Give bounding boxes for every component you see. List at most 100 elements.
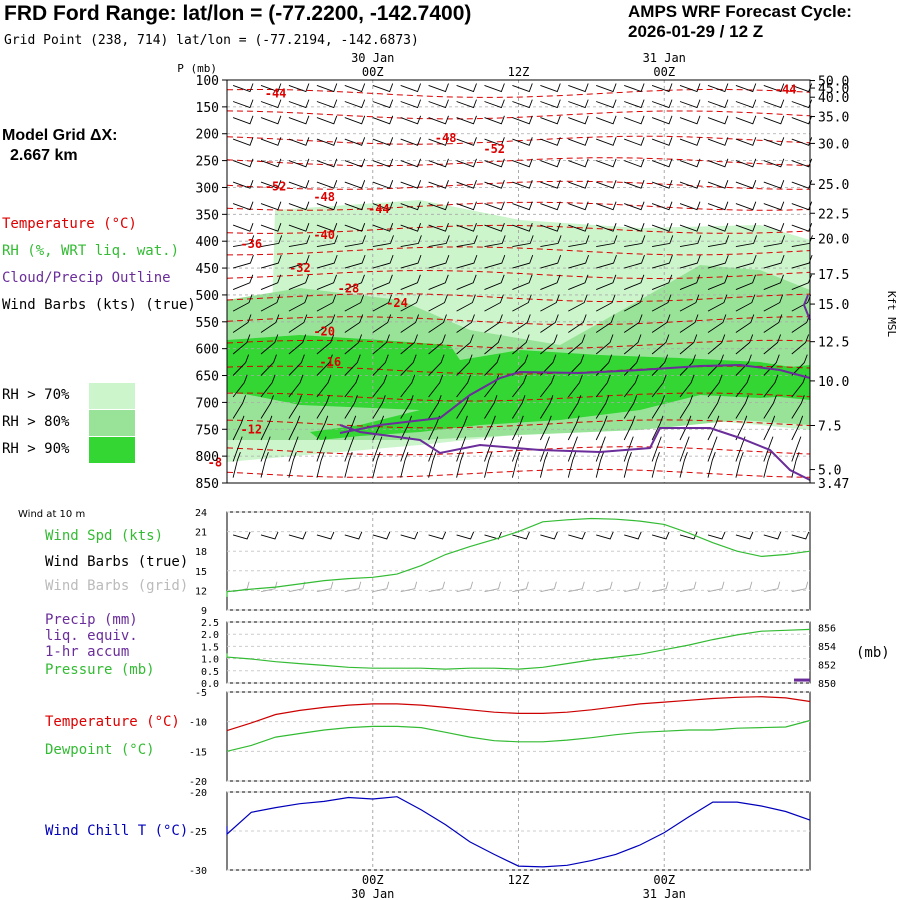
temperature-contour-label: -20 [313,324,335,338]
wind-barb [232,223,254,232]
legend-temperature: Temperature (°C) [2,216,137,232]
wind-barb [232,294,253,312]
height-tick-label: 30.0 [818,137,849,152]
legend-cloud-outline: Cloud/Precip Outline [2,270,171,286]
precip-tick-label: 2.0 [201,630,219,641]
grid-point-subtitle: Grid Point (238, 714) lat/lon = (-77.219… [4,33,419,48]
wind-barb [428,137,449,146]
wind-barb [567,395,582,419]
wind-barb [595,436,606,462]
wind-barb [288,235,311,248]
wind-barb [456,158,477,168]
wind-barb [623,314,643,333]
isotherm-line [226,224,811,234]
wind-barb [540,334,558,355]
pressure-tick-label: 700 [196,396,219,411]
wind-barb [344,83,366,93]
wind-barb [651,452,660,478]
temperature-contour-label: -8 [208,456,222,470]
wind-barb [232,201,254,211]
wind-barb [484,115,505,125]
windchill-tick-label: -30 [189,866,207,877]
height-tick-label: 17.5 [818,268,849,283]
wind-barb [233,235,255,248]
wind-barb [456,201,477,211]
bottom-hour-label: 00Z [653,873,675,887]
wind-barb [428,395,442,419]
wind-barb [344,395,358,419]
wind-barb [763,415,776,441]
wind-barb [400,314,420,333]
wind-barb [679,415,692,441]
wind-barb [400,395,414,419]
wind-barb [735,115,757,125]
wind-barb [316,395,330,419]
wind-barb [484,223,505,232]
wind-barb [735,201,757,211]
wind-barb [735,274,757,291]
temperature-line [226,696,811,732]
wind-barb [707,99,729,109]
wind-barb [288,354,305,376]
wind-barb [624,223,645,232]
wind-barb [791,180,813,189]
wind-barbs-profile [232,83,813,478]
temperature-contour-label: -52 [265,179,287,193]
wind-barb [791,395,805,419]
wind-barb [540,99,561,109]
wind-barb [512,374,527,398]
wind-barb [707,254,729,269]
temperature-tick-label: -15 [189,747,207,758]
wind-barb [735,374,751,398]
wind-barb [428,201,449,211]
isotherm-line [226,135,811,145]
wind-barb [763,254,785,269]
wind-barb [260,415,273,441]
wind-barb [624,235,646,248]
wind-barb [568,158,589,168]
cloud-outline-lower [339,424,811,481]
wind-barb [372,452,381,478]
temperature-contour-label: -36 [240,237,262,251]
precip-tick-label: 1.0 [201,655,219,666]
wind-barb [372,99,394,109]
isotherm-line [226,157,811,167]
surface-wind-barb-grid [484,581,501,593]
wind-barb [707,452,716,478]
wind-tick-label: 12 [195,586,207,597]
wind-barb [400,354,417,376]
wind-barb [707,83,729,93]
windchill-tick-label: -20 [189,788,207,799]
wind-barb [288,395,302,419]
wind-barb [428,180,449,189]
wind-barb [595,452,605,478]
wind-barb [791,158,813,168]
wind-barb [400,223,422,232]
pressure-tick-label-right: 850 [818,679,836,690]
rh70-label: RH > 70% [2,387,70,403]
wind-barb [624,274,645,291]
cross-section-frame [226,79,811,484]
wind-barb [316,294,337,312]
surface-wind-barb-true [568,531,586,540]
wind-barb [232,274,254,291]
wind-barb [456,452,465,478]
wind-barb [288,452,297,478]
wind-barb [512,99,533,109]
wind-barb [651,334,670,355]
height-axis-title: Kft MSL [885,291,898,338]
surface-wind-barb-true [651,531,670,540]
wind-barb [568,201,589,211]
wind-barb [735,223,757,232]
height-tick-label: 10.0 [818,375,849,390]
wind-barb [232,83,254,93]
wind-barb [512,395,526,419]
wind-barb [679,354,696,376]
wind-barb [763,314,783,333]
wind-barb [679,294,700,312]
pressure-axis-title: P (mb) [177,62,217,75]
pressure-tick-label: 100 [196,74,219,89]
surface-wind-barb-grid [652,581,669,593]
pressure-tick-label: 750 [196,423,219,438]
surface-wind-barb-grid [372,581,390,593]
